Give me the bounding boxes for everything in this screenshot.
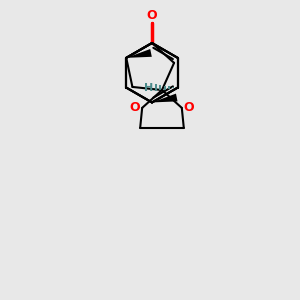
Polygon shape: [126, 49, 152, 58]
Text: H: H: [144, 82, 153, 93]
Text: O: O: [147, 9, 157, 22]
Polygon shape: [152, 94, 178, 102]
Text: O: O: [184, 101, 194, 114]
Text: O: O: [130, 101, 140, 114]
